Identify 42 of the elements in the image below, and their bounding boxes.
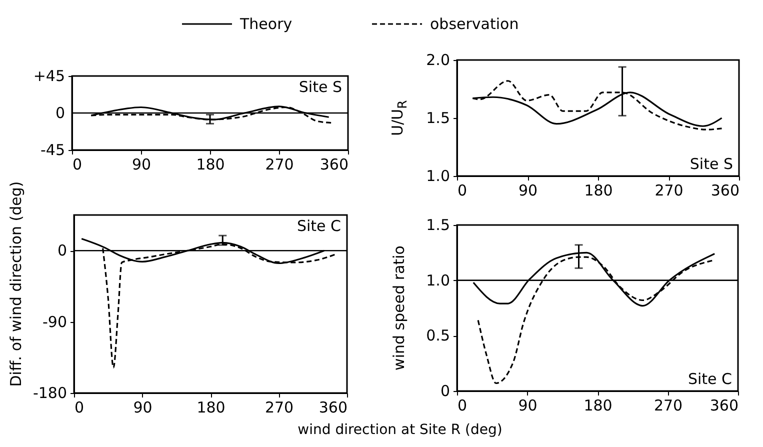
y-tick-label: 1.5 <box>426 216 450 234</box>
x-tick-label: 90 <box>518 396 538 414</box>
x-tick-label: 90 <box>133 398 152 416</box>
x-tick-label: 360 <box>710 396 738 414</box>
y-tick-label: 0 <box>55 104 65 122</box>
y-tick-label: 0.5 <box>426 326 450 345</box>
y-axis-title: Diff. of wind direction (deg) <box>7 181 25 387</box>
x-tick-label: 0 <box>458 182 468 200</box>
y-tick-label: 1.0 <box>426 167 450 185</box>
y-tick-label: -90 <box>42 312 67 331</box>
x-tick-label: 180 <box>584 396 612 414</box>
x-tick-label: 360 <box>318 398 348 416</box>
annotation: Site S <box>298 78 342 96</box>
legend-label: observation <box>430 15 519 33</box>
x-axis-title: wind direction at Site R (deg) <box>298 422 502 438</box>
x-tick-label: 0 <box>74 398 84 416</box>
x-tick-label: 180 <box>196 398 226 416</box>
x-tick-label: 270 <box>654 182 684 200</box>
x-tick-label: 270 <box>265 156 294 174</box>
annotation: Site C <box>688 370 732 388</box>
x-tick-label: 270 <box>654 396 683 414</box>
x-tick-label: 180 <box>196 156 225 174</box>
annotation: Site C <box>296 217 341 235</box>
y-tick-label: 2.0 <box>426 51 450 69</box>
y-tick-label: 1.0 <box>426 271 450 290</box>
y-axis-title: wind speed ratio <box>390 246 408 370</box>
x-tick-label: 90 <box>132 156 152 174</box>
annotation: Site S <box>690 155 733 173</box>
x-tick-label: 0 <box>72 156 82 174</box>
x-tick-label: 0 <box>458 396 468 414</box>
x-tick-label: 360 <box>710 182 740 200</box>
x-tick-label: 270 <box>264 398 294 416</box>
y-tick-label: 1.5 <box>426 109 450 127</box>
x-tick-label: 90 <box>518 182 538 200</box>
legend-label: Theory <box>239 15 292 33</box>
x-tick-label: 360 <box>320 156 348 174</box>
y-tick-label: -180 <box>32 384 67 402</box>
y-tick-label: -45 <box>40 141 65 159</box>
y-tick-label: +45 <box>33 67 65 85</box>
y-tick-label: 0 <box>440 382 450 400</box>
x-tick-label: 180 <box>584 182 613 200</box>
y-tick-label: 0 <box>57 242 67 260</box>
